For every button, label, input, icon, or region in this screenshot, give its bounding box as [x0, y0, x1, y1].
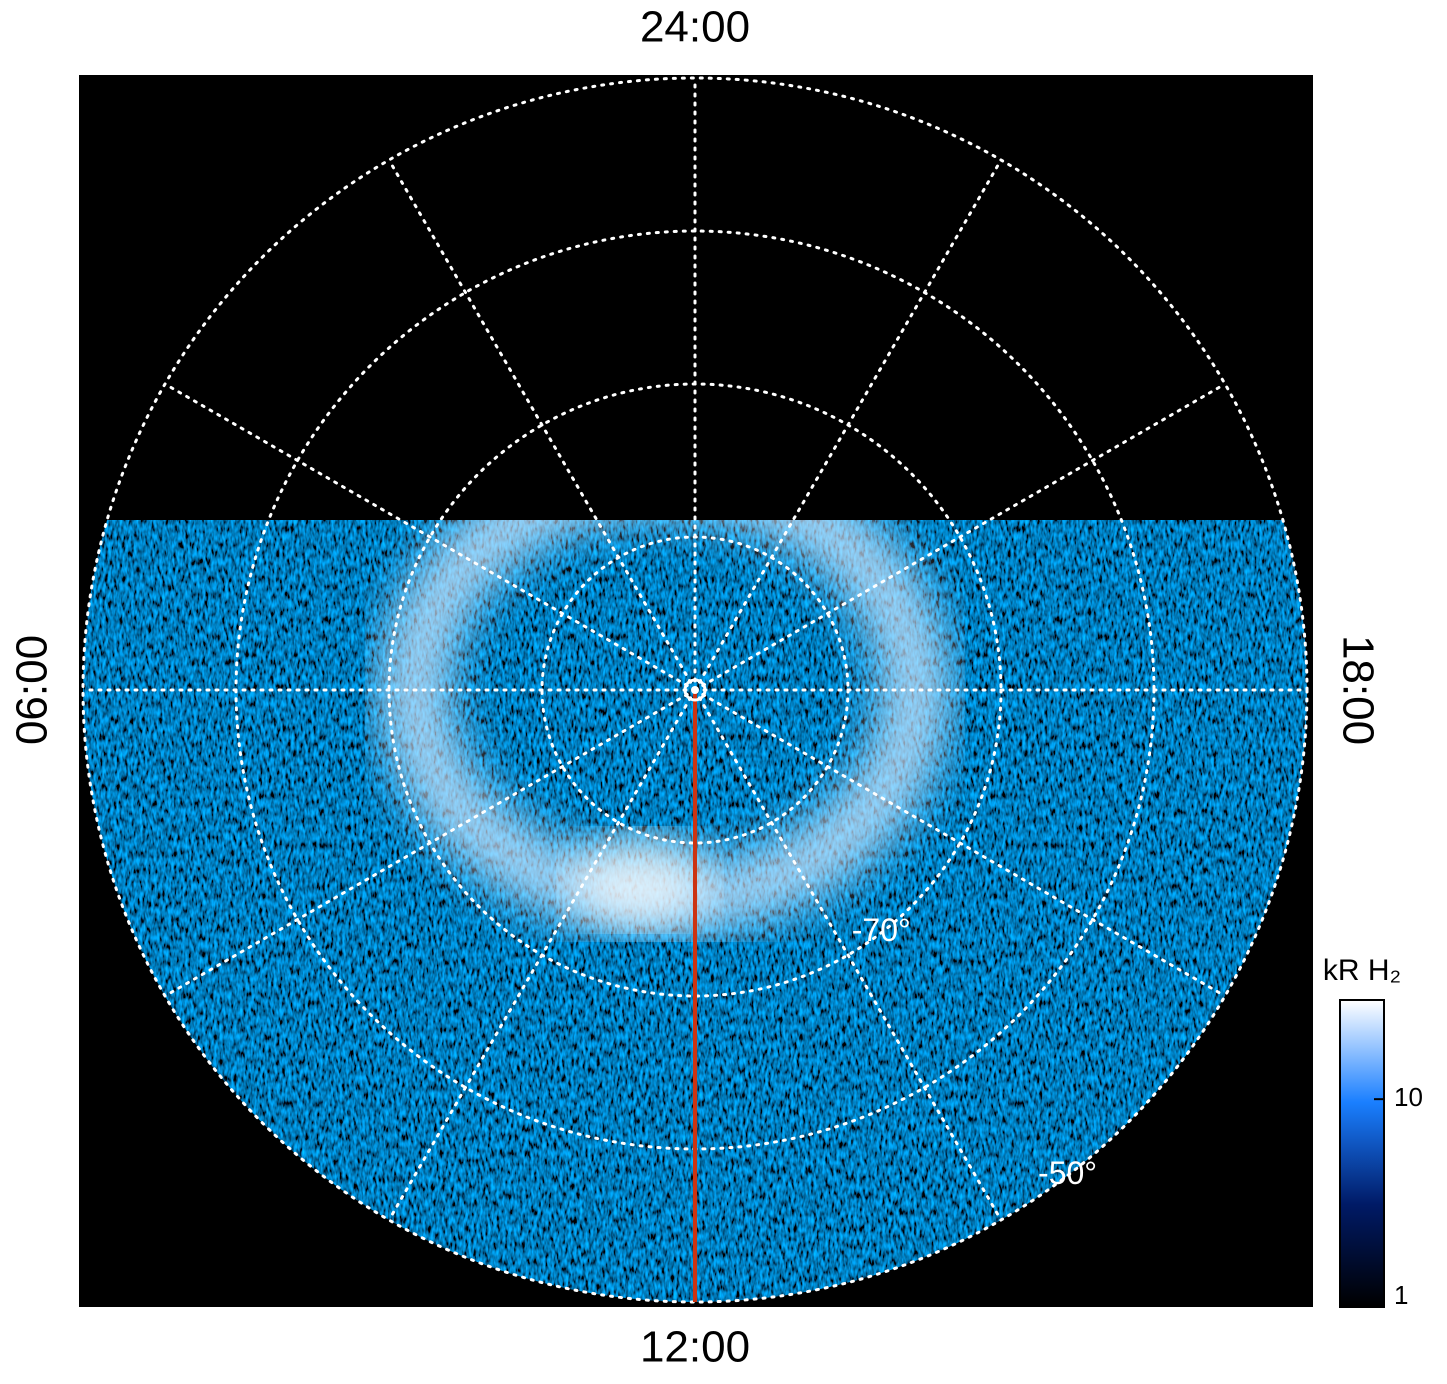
local-time-spoke	[163, 688, 697, 998]
hour-label: 06:00	[8, 635, 57, 745]
hour-label: 12:00	[640, 1323, 750, 1372]
colorbar	[1339, 999, 1385, 1308]
ring-label: -70°	[852, 912, 911, 948]
pole-marker	[683, 678, 707, 702]
local-time-spoke	[693, 688, 1227, 998]
local-time-spoke	[387, 158, 697, 692]
hour-label: 18:00	[1333, 635, 1382, 745]
local-time-spoke	[693, 688, 1003, 1222]
hour-label: 24:00	[640, 3, 750, 52]
ring-label: -50°	[1038, 1155, 1097, 1191]
colorbar-label: kR H₂	[1323, 954, 1401, 987]
pole-dot	[691, 686, 699, 694]
local-time-spoke	[693, 382, 1227, 692]
colorbar-tick-label: 10	[1394, 1082, 1423, 1112]
latitude-ring	[81, 76, 1309, 1304]
local-time-spoke	[693, 158, 1003, 692]
grid	[81, 76, 1309, 1304]
colorbar-tick-label: 1	[1394, 1280, 1408, 1310]
auroral-spot	[570, 835, 710, 925]
local-time-spoke	[163, 382, 697, 692]
local-time-spoke	[387, 688, 697, 1222]
